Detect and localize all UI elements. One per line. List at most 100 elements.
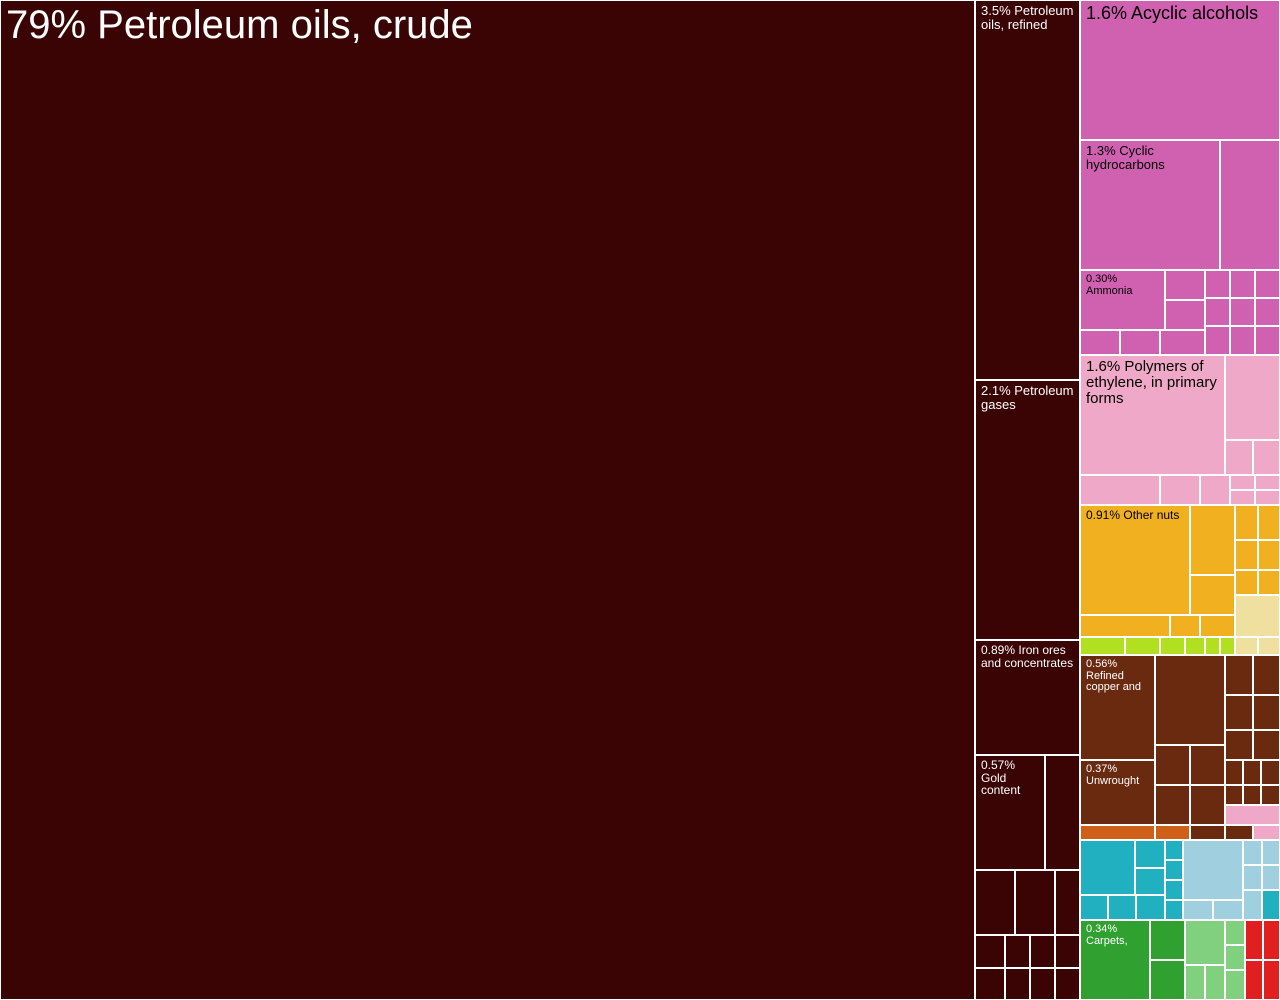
treemap-cell-tl-c <box>1135 868 1165 895</box>
treemap-cell-pk-h <box>1255 475 1280 490</box>
treemap-cell-tl-j <box>1165 900 1183 920</box>
treemap-cell-am-k <box>1258 570 1280 595</box>
treemap-cell-gold-b <box>1045 755 1080 870</box>
treemap-cell-lm-b <box>1125 637 1160 655</box>
treemap-cell-pk-f <box>1200 475 1230 505</box>
treemap-cell-pk-i <box>1230 490 1255 505</box>
treemap-cell-br-d <box>1155 785 1190 825</box>
treemap-cell-or-b <box>1155 825 1190 840</box>
treemap-cell-mg2 <box>1165 300 1205 330</box>
treemap-cell-label: 0.57% Gold content <box>981 759 1039 797</box>
treemap-cell-mg7 <box>1230 270 1255 298</box>
treemap-cell-br-m <box>1243 760 1261 785</box>
treemap-cell-pk-e <box>1160 475 1200 505</box>
treemap-cell-tl-h <box>1165 860 1183 880</box>
treemap-cell-gold: 0.57% Gold content <box>975 755 1045 870</box>
treemap-cell-cyclic: 1.3% Cyclic hydrocarbons <box>1080 140 1220 270</box>
treemap-cell-br-e <box>1190 785 1225 825</box>
treemap-cell-mg13 <box>1230 326 1255 355</box>
treemap-cell-br-g <box>1253 655 1280 695</box>
treemap-cell-lb-d <box>1243 840 1262 865</box>
treemap-cell-mg14 <box>1255 326 1280 355</box>
treemap-cell-mg9 <box>1205 298 1230 326</box>
treemap-cell-am-j <box>1235 570 1258 595</box>
treemap-cell-lm-a <box>1080 637 1125 655</box>
treemap-cell-label: 1.6% Acyclic alcohols <box>1086 4 1274 23</box>
treemap-cell-am-a <box>1190 505 1235 575</box>
treemap-cell-label: 0.37% Unwrought <box>1086 764 1149 787</box>
treemap-cell-br-h <box>1225 695 1253 730</box>
treemap-cell-am-g <box>1258 505 1280 540</box>
treemap-cell-br-c <box>1190 745 1225 785</box>
treemap-cell-gr-b <box>1150 960 1185 1000</box>
treemap-cell-rd-a <box>1245 920 1263 960</box>
treemap-cell-nuts: 0.91% Other nuts <box>1080 505 1190 615</box>
treemap-cell-br-f <box>1225 655 1253 695</box>
treemap-cell-lm-d <box>1185 637 1205 655</box>
treemap-cell-m6 <box>1030 935 1055 968</box>
treemap-cell-pk-a <box>1225 355 1280 440</box>
treemap-cell-label: 3.5% Petroleum oils, refined <box>981 4 1074 31</box>
treemap-cell-label: 79% Petroleum oils, crude <box>6 4 969 46</box>
treemap-cell-br-r <box>1225 805 1280 825</box>
treemap-cell-br-a <box>1155 655 1225 745</box>
treemap-cell-m9 <box>1005 968 1030 1000</box>
treemap-cell-lb-f <box>1243 865 1262 890</box>
treemap-cell-rd-d <box>1263 960 1280 1000</box>
treemap-cell-am-d <box>1170 615 1200 637</box>
treemap-cell-ammonia: 0.30% Ammonia <box>1080 270 1165 330</box>
treemap-cell-lb-b <box>1183 900 1213 920</box>
treemap-cell-mg4 <box>1120 330 1160 355</box>
treemap-cell-m1 <box>975 870 1015 935</box>
treemap-cell-lb-i <box>1262 890 1280 920</box>
treemap-cell-m2 <box>1015 870 1055 935</box>
treemap-cell-gases: 2.1% Petroleum gases <box>975 380 1080 640</box>
treemap-cell-lm-e <box>1205 637 1220 655</box>
treemap-cell-mg5 <box>1160 330 1205 355</box>
treemap-cell-label: 0.34% Carpets, <box>1086 924 1144 947</box>
treemap-cell-tl-f <box>1136 895 1165 920</box>
treemap-cell-m3 <box>1055 870 1080 935</box>
treemap-cell-lb-c <box>1213 900 1243 920</box>
treemap-cell-lb-h <box>1243 890 1262 920</box>
treemap-cell-mg6 <box>1205 270 1230 298</box>
treemap-cell-copper: 0.56% Refined copper and <box>1080 655 1155 760</box>
treemap-cell-label: 1.3% Cyclic hydrocarbons <box>1086 144 1214 171</box>
treemap-cell-or-c <box>1190 825 1225 840</box>
treemap-cell-label: 0.89% Iron ores and concentrates <box>981 644 1074 669</box>
treemap-cell-tl-a <box>1080 840 1135 895</box>
treemap-cell-or-d <box>1225 825 1253 840</box>
treemap-cell-label: 2.1% Petroleum gases <box>981 384 1074 411</box>
treemap-cell-lg-c <box>1205 965 1225 1000</box>
treemap-cell-lg-b <box>1185 965 1205 1000</box>
treemap-cell-br-b <box>1155 745 1190 785</box>
treemap-cell-rd-b <box>1263 920 1280 960</box>
treemap-cell-or-a <box>1080 825 1155 840</box>
treemap-cell-m7 <box>1055 935 1080 968</box>
treemap-cell-tl-d <box>1080 895 1108 920</box>
treemap-cell-lb-g <box>1262 865 1280 890</box>
treemap-cell-am-i <box>1258 540 1280 570</box>
treemap-cell-am-c <box>1080 615 1170 637</box>
treemap-cell-m4 <box>975 935 1005 968</box>
treemap-cell-mg10 <box>1230 298 1255 326</box>
treemap-cell-br-i <box>1253 695 1280 730</box>
treemap-cell-acyclic: 1.6% Acyclic alcohols <box>1080 0 1280 140</box>
treemap-cell-mg8 <box>1255 270 1280 298</box>
treemap-cell-m11 <box>1055 968 1080 1000</box>
treemap-cell-carpets: 0.34% Carpets, <box>1080 920 1150 1000</box>
treemap-cell-pk-g <box>1230 475 1255 490</box>
treemap-cell-br-q <box>1261 785 1280 805</box>
treemap-cell-m10 <box>1030 968 1055 1000</box>
treemap-cell-label: 0.91% Other nuts <box>1086 509 1184 522</box>
treemap-cell-refined: 3.5% Petroleum oils, refined <box>975 0 1080 380</box>
treemap-cell-br-p <box>1243 785 1261 805</box>
treemap-cell-lm-c <box>1160 637 1185 655</box>
treemap-cell-lg-d <box>1225 920 1245 945</box>
treemap-cell-pk-c <box>1253 440 1280 475</box>
treemap-cell-pk-b <box>1225 440 1253 475</box>
treemap-cell-label: 0.56% Refined copper and <box>1086 659 1149 694</box>
treemap-cell-br-o <box>1225 785 1243 805</box>
treemap-cell-am-h <box>1235 540 1258 570</box>
treemap-cell-br-j <box>1225 730 1253 760</box>
